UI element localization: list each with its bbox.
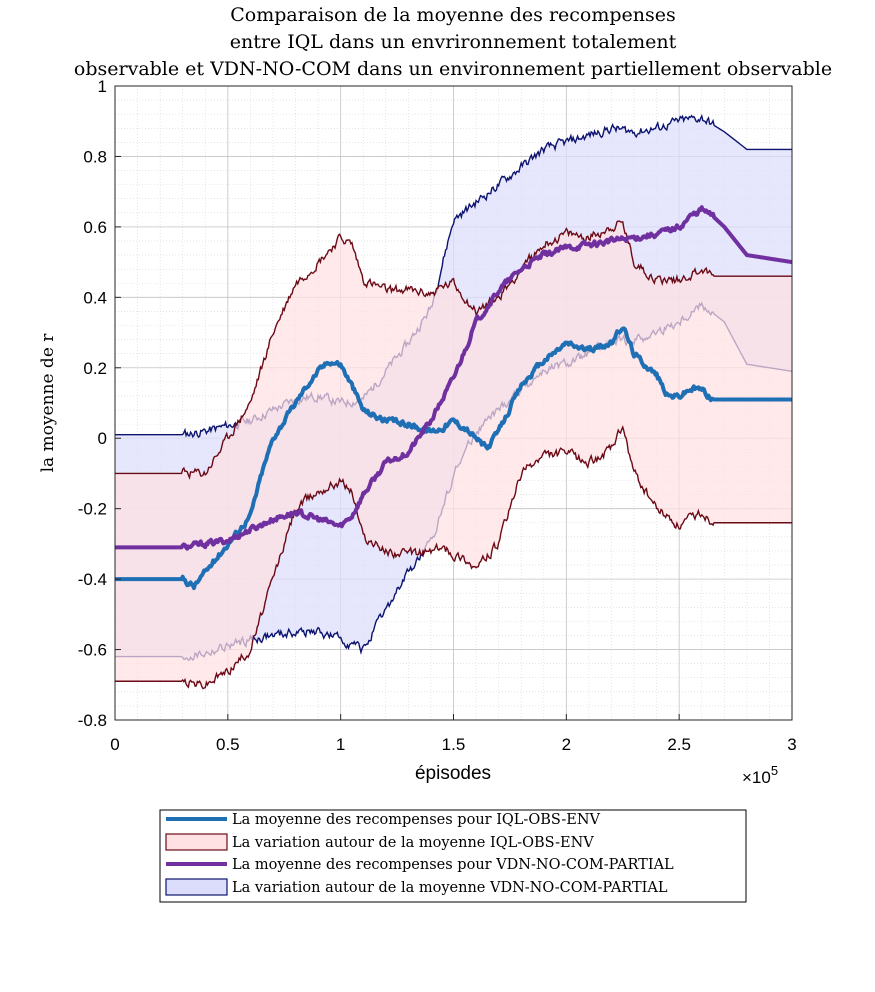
iql-variation-band-upper (115, 220, 792, 480)
legend-label: La moyenne des recompenses pour VDN-NO-C… (232, 857, 674, 873)
legend-item: La moyenne des recompenses pour VDN-NO-C… (166, 857, 674, 873)
iql-variation-band-fill (115, 221, 792, 689)
y-tick-label: 1 (98, 77, 107, 96)
y-tick-label: 0.8 (83, 147, 107, 166)
y-tick-label: -0.6 (78, 641, 107, 660)
legend-box (159, 809, 747, 903)
y-tick-label: -0.8 (78, 711, 107, 730)
y-tick-label: 0.4 (83, 288, 107, 307)
x-axis-exponent-base: ×10 (742, 768, 771, 787)
legend-item: La variation autour de la moyenne VDN-NO… (165, 878, 668, 896)
legend-label: La variation autour de la moyenne VDN-NO… (232, 880, 668, 896)
legend: La moyenne des recompenses pour IQL-OBS-… (159, 809, 747, 903)
legend-patch-swatch (165, 833, 228, 851)
axes (114, 85, 793, 721)
x-tick-label: 2.5 (667, 735, 691, 754)
x-tick-label: 2 (562, 735, 571, 754)
vdn-variation-band-upper (115, 113, 792, 439)
y-tick-label: 0.2 (83, 359, 107, 378)
x-axis-exponent: ×105 (742, 763, 778, 787)
series-layer (114, 113, 793, 690)
chart-title-line-3: observable et VDN-NO-COM dans un environ… (74, 58, 832, 80)
y-tick-label: 0.6 (83, 218, 107, 237)
legend-item: La moyenne des recompenses pour IQL-OBS-… (166, 812, 601, 828)
legend-item: La variation autour de la moyenne IQL-OB… (165, 833, 594, 851)
chart-title: Comparaison de la moyenne des recompense… (74, 4, 832, 80)
y-tick-label: 0 (98, 429, 107, 448)
legend-patch-swatch (165, 878, 228, 896)
x-tick-label: 1.5 (442, 735, 466, 754)
x-tick-label: 0.5 (216, 735, 240, 754)
x-tick-label: 1 (336, 735, 345, 754)
x-axis-exponent-power: 5 (771, 763, 778, 778)
chart-title-line-1: Comparaison de la moyenne des recompense… (230, 4, 676, 26)
legend-label: La moyenne des recompenses pour IQL-OBS-… (232, 812, 601, 828)
iql-variation-band-lower (115, 425, 792, 690)
x-tick-label: 3 (787, 735, 796, 754)
x-tick-labels: 0 0.5 1 1.5 2 2.5 3 (110, 735, 796, 754)
chart-title-line-2: entre IQL dans un envrironnement totalem… (230, 31, 677, 53)
y-tick-label: -0.4 (78, 570, 107, 589)
legend-label: La variation autour de la moyenne IQL-OB… (232, 835, 594, 851)
y-tick-labels: -0.8 -0.6 -0.4 -0.2 0 0.2 0.4 0.6 0.8 1 (78, 77, 107, 730)
x-axis-label: épisodes (415, 763, 491, 784)
iql-mean-line (114, 326, 793, 591)
y-tick-label: -0.2 (78, 500, 107, 519)
x-tick-label: 0 (110, 735, 119, 754)
vdn-mean-line (114, 205, 793, 551)
y-axis-label: la moyenne de r (38, 333, 58, 473)
